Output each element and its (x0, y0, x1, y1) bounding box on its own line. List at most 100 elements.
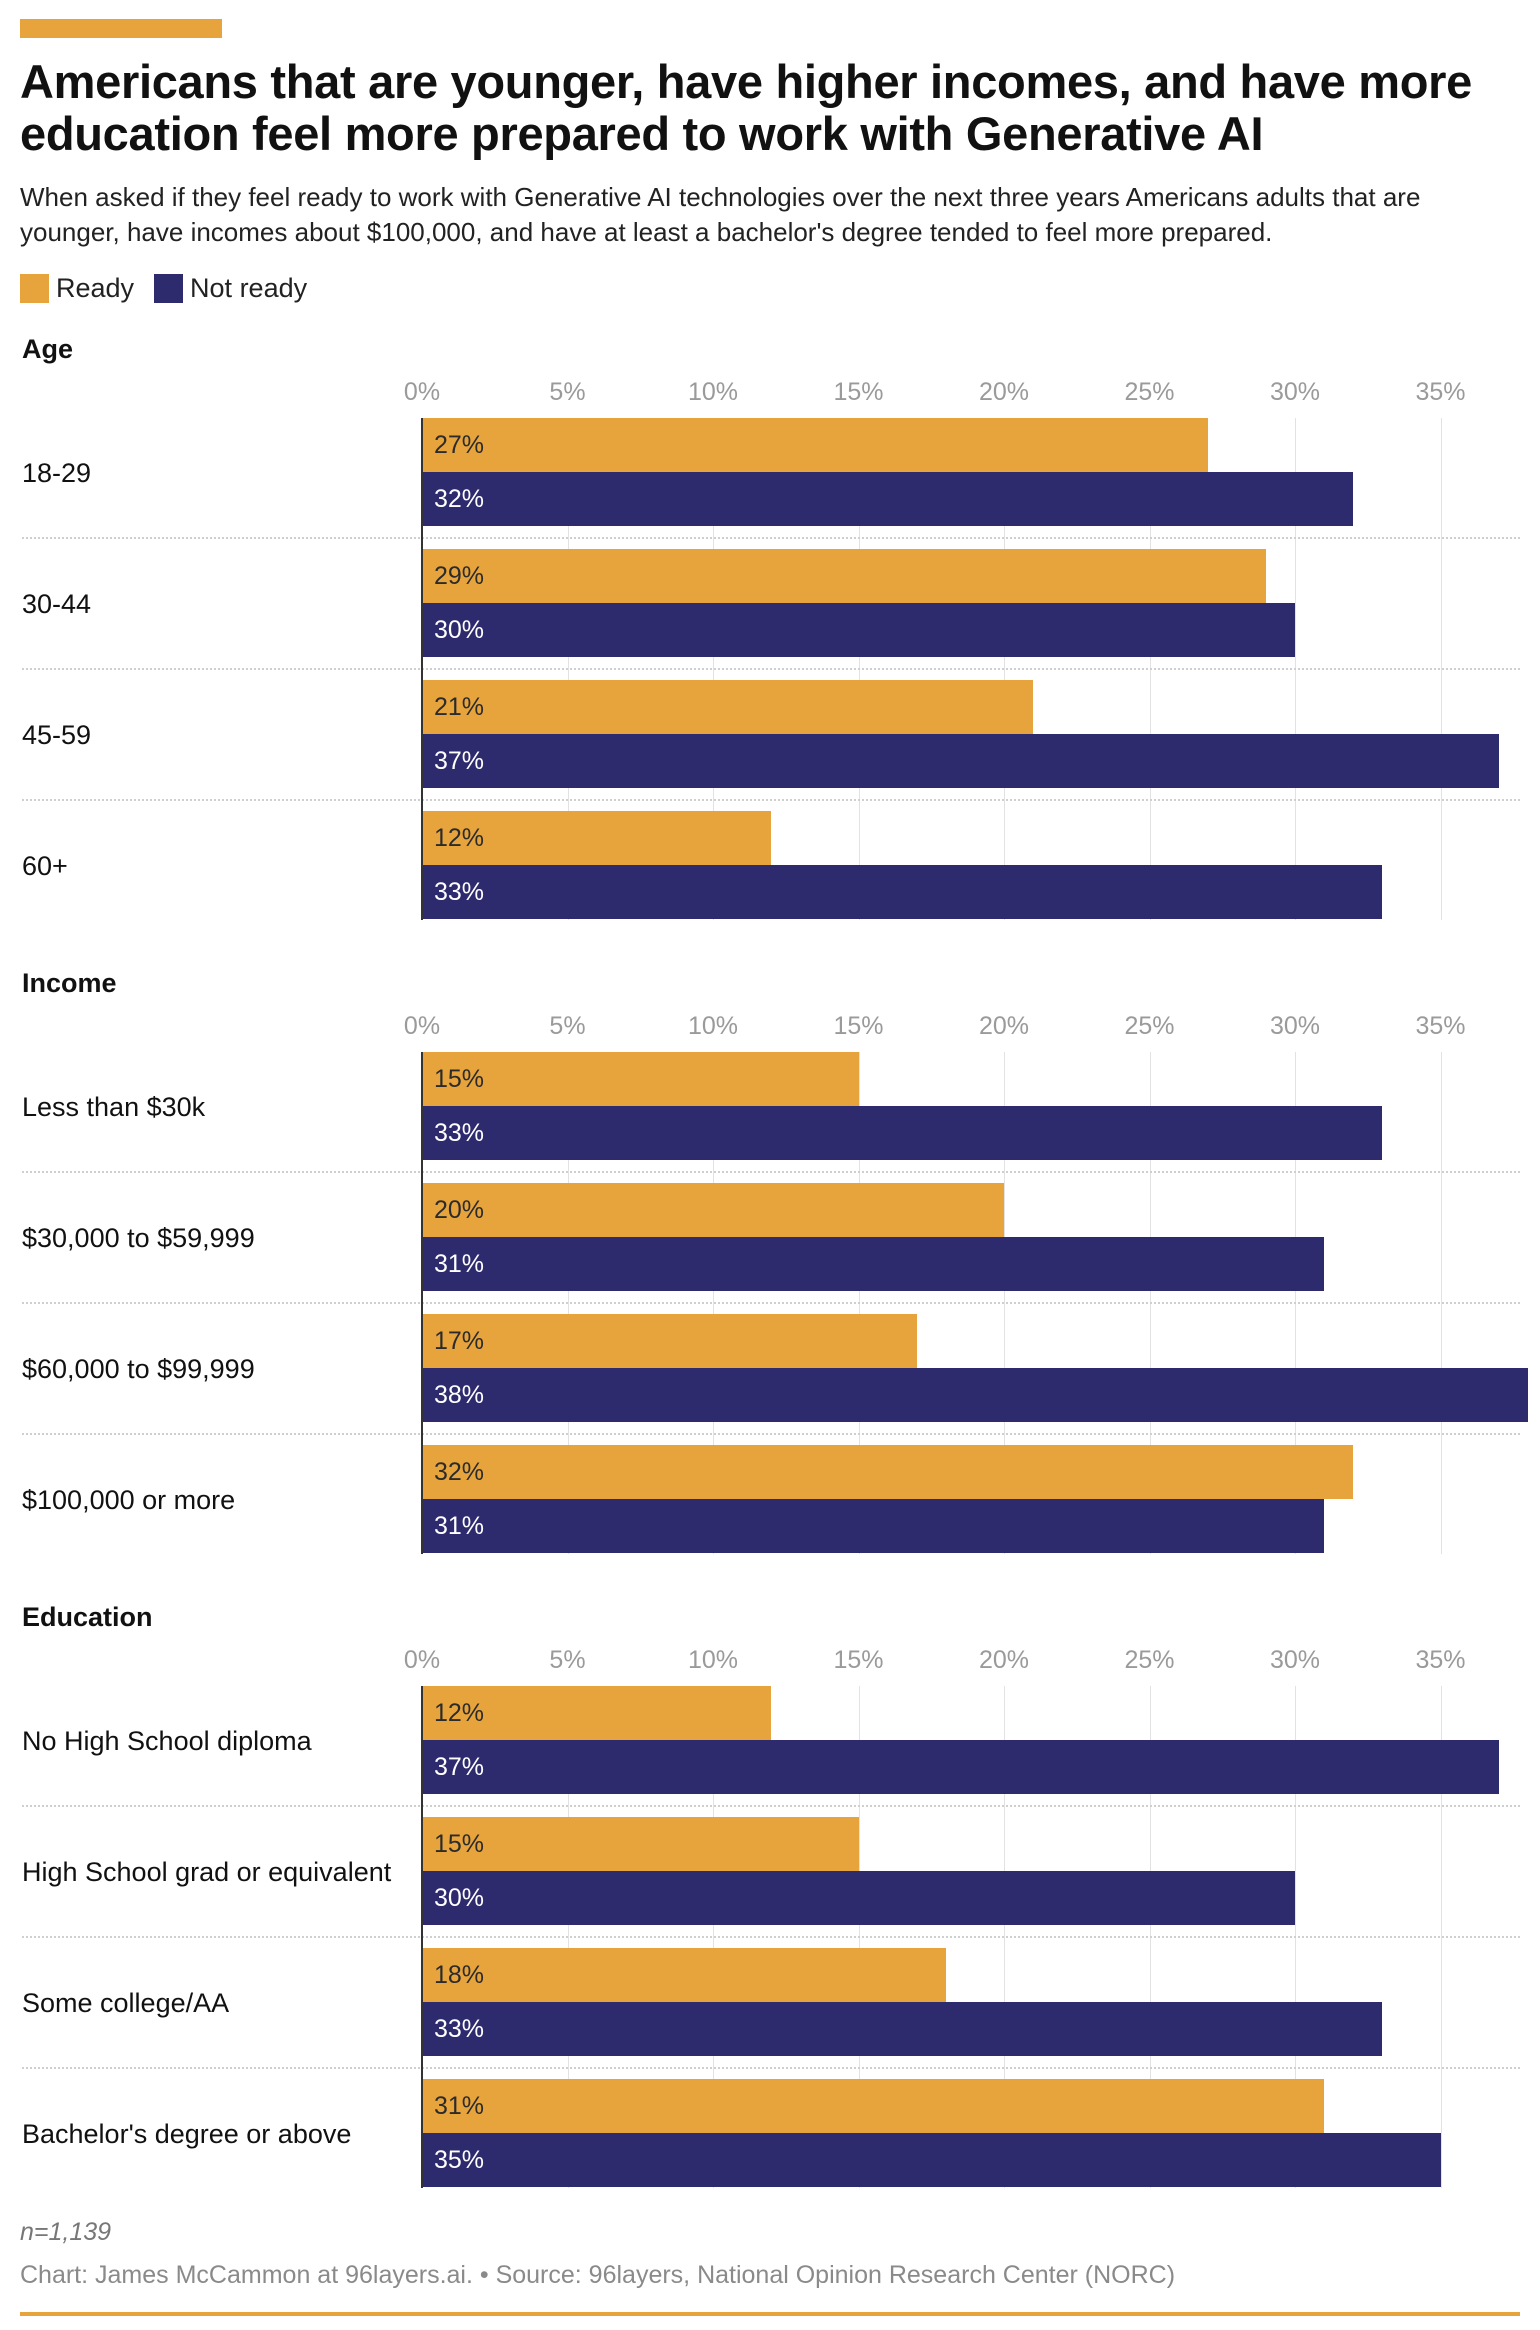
bar-not-ready-45-59 (422, 734, 1499, 788)
bar-value-label: 27% (434, 431, 485, 459)
category-label-high-school-grad-or-equivalent: High School grad or equivalent (22, 1857, 392, 1887)
bar-value-label: 30% (434, 616, 485, 644)
category-label-30-000-to-59-999: $30,000 to $59,999 (22, 1223, 255, 1253)
bar-ready-100-000-or-more (422, 1445, 1354, 1499)
category-separator (22, 2067, 1520, 2069)
category-separator (22, 537, 1520, 539)
category-label-some-college-aa: Some college/AA (22, 1988, 230, 2018)
x-tick-label: 0% (403, 1646, 441, 1674)
legend: Ready Not ready (20, 272, 327, 304)
bar-value-label: 32% (434, 485, 485, 513)
x-tick-label: 15% (833, 1012, 884, 1040)
bar-value-label: 37% (434, 747, 485, 775)
bar-ready-60 (422, 811, 772, 865)
x-tick-label: 10% (687, 1646, 739, 1674)
bar-not-ready-30-44 (422, 603, 1295, 657)
legend-label-not-ready: Not ready (190, 272, 308, 303)
category-label-60: 60+ (22, 851, 68, 881)
category-separator (22, 1805, 1520, 1807)
bar-value-label: 31% (434, 1250, 485, 1278)
x-tick-label: 35% (1415, 1012, 1466, 1040)
bar-ready-some-college-aa (422, 1948, 946, 2002)
bar-value-label: 15% (434, 1830, 485, 1858)
x-tick-label: 10% (687, 1012, 739, 1040)
bar-ready-18-29 (422, 418, 1208, 472)
bar-value-label: 31% (434, 1512, 485, 1540)
legend-item-not-ready: Not ready (154, 273, 307, 304)
category-label-less-than-30k: Less than $30k (22, 1092, 206, 1122)
bar-not-ready-100-000-or-more (422, 1499, 1325, 1553)
bottom-rule (20, 2312, 1520, 2316)
x-tick-label: 15% (833, 1646, 884, 1674)
category-separator (22, 668, 1520, 670)
bar-not-ready-less-than-30k (422, 1106, 1383, 1160)
bar-value-label: 15% (434, 1065, 485, 1093)
x-tick-label: 5% (549, 378, 586, 406)
category-label-no-high-school-diploma: No High School diploma (22, 1726, 312, 1756)
bar-value-label: 30% (434, 1884, 485, 1912)
legend-swatch-not-ready (154, 273, 184, 303)
category-label-30-44: 30-44 (22, 589, 92, 619)
bar-value-label: 21% (434, 693, 485, 721)
bar-value-label: 18% (434, 1961, 485, 1989)
x-tick-label: 20% (978, 378, 1030, 406)
bar-not-ready-high-school-grad-or-equivalent (422, 1871, 1295, 1925)
panel-title: Age (22, 334, 74, 364)
bar-not-ready-some-college-aa (422, 2002, 1383, 2056)
bar-value-label: 33% (434, 1119, 485, 1147)
bar-value-label: 29% (434, 562, 485, 590)
sample-size-note: n=1,139 (20, 2218, 112, 2246)
bar-ready-30-44 (422, 549, 1266, 603)
x-tick-label: 30% (1269, 1012, 1321, 1040)
x-tick-label: 20% (978, 1646, 1030, 1674)
category-label-18-29: 18-29 (22, 458, 92, 488)
y-axis-baseline (421, 1686, 423, 2188)
bar-value-label: 31% (434, 2092, 485, 2120)
category-label-bachelor-s-degree-or-above: Bachelor's degree or above (22, 2119, 352, 2149)
x-tick-label: 5% (549, 1012, 586, 1040)
top-accent-bar (20, 19, 222, 38)
source-credit: Chart: James McCammon at 96layers.ai. • … (20, 2261, 1176, 2289)
y-axis-baseline (421, 1052, 423, 1554)
category-separator (22, 1302, 1520, 1304)
x-tick-label: 35% (1415, 1646, 1466, 1674)
bar-value-label: 20% (434, 1196, 485, 1224)
bar-value-label: 38% (434, 1381, 485, 1409)
x-tick-label: 20% (978, 1012, 1030, 1040)
bar-not-ready-60-000-to-99-999 (422, 1368, 1528, 1422)
x-tick-label: 25% (1124, 1646, 1175, 1674)
category-label-45-59: 45-59 (22, 720, 92, 750)
legend-label-ready: Ready (56, 272, 135, 303)
bar-value-label: 33% (434, 2015, 485, 2043)
x-tick-label: 0% (403, 1012, 441, 1040)
bar-value-label: 12% (434, 824, 485, 852)
category-separator (22, 1936, 1520, 1938)
bar-ready-less-than-30k (422, 1052, 859, 1106)
bar-value-label: 37% (434, 1753, 485, 1781)
bar-not-ready-bachelor-s-degree-or-above (422, 2133, 1441, 2187)
bar-not-ready-30-000-to-59-999 (422, 1237, 1325, 1291)
x-tick-label: 0% (403, 378, 441, 406)
bar-ready-no-high-school-diploma (422, 1686, 772, 1740)
legend-swatch-ready (20, 273, 49, 303)
category-separator (22, 799, 1520, 801)
x-tick-label: 5% (549, 1646, 586, 1674)
bar-ready-60-000-to-99-999 (422, 1314, 917, 1368)
x-tick-label: 25% (1124, 378, 1175, 406)
chart-title: Americans that are younger, have higher … (20, 55, 1472, 160)
bar-value-label: 12% (434, 1699, 485, 1727)
bar-not-ready-no-high-school-diploma (422, 1740, 1499, 1794)
category-label-60-000-to-99-999: $60,000 to $99,999 (22, 1354, 255, 1384)
chart-subtitle: When asked if they feel ready to work wi… (20, 182, 1421, 247)
category-separator (22, 1171, 1520, 1173)
x-tick-label: 25% (1124, 1012, 1175, 1040)
x-tick-label: 10% (687, 378, 739, 406)
legend-item-ready: Ready (20, 273, 134, 304)
y-axis-baseline (421, 418, 423, 920)
category-separator (22, 1433, 1520, 1435)
bar-not-ready-60 (422, 865, 1383, 919)
x-tick-label: 30% (1269, 378, 1321, 406)
bar-ready-30-000-to-59-999 (422, 1183, 1004, 1237)
bar-not-ready-18-29 (422, 472, 1354, 526)
bar-value-label: 33% (434, 878, 485, 906)
